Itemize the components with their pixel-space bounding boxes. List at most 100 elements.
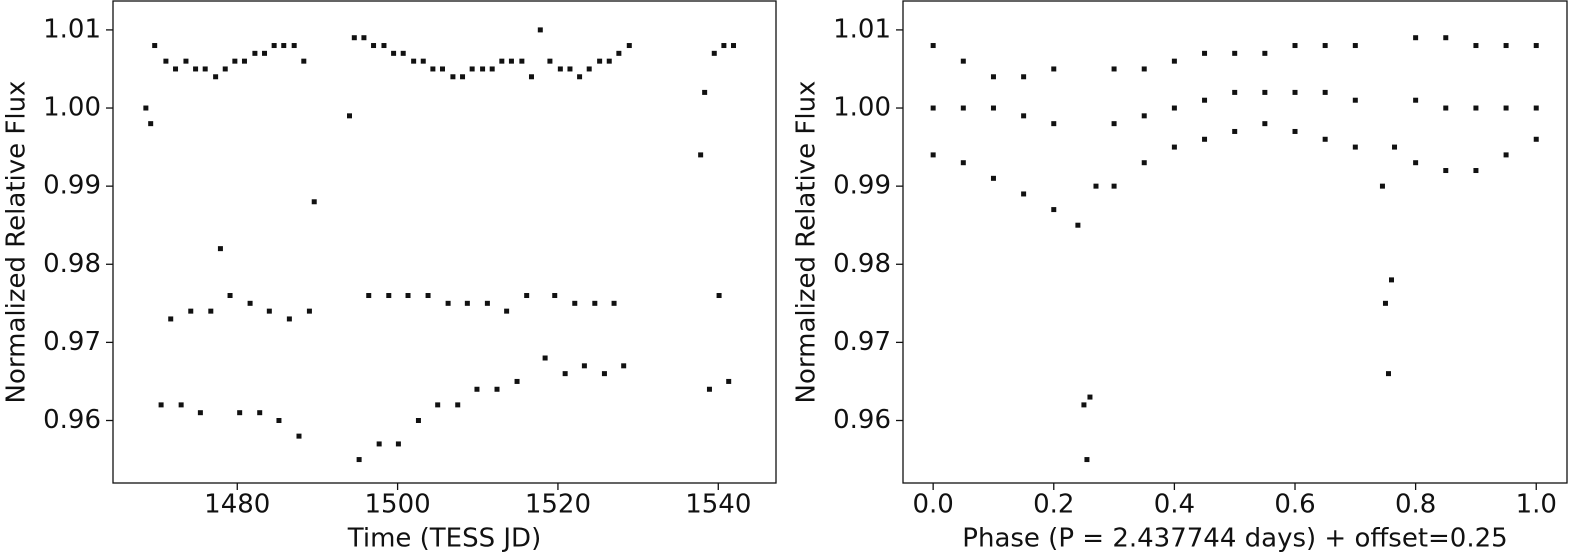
- data-point: [202, 66, 208, 72]
- data-point: [1503, 43, 1509, 49]
- data-point: [163, 58, 169, 64]
- data-point: [208, 308, 214, 314]
- data-point: [1262, 89, 1268, 95]
- data-point: [930, 105, 936, 111]
- data-point: [400, 50, 406, 56]
- data-point: [232, 58, 238, 64]
- data-point: [494, 386, 500, 392]
- data-point: [276, 418, 282, 424]
- data-point: [445, 300, 451, 306]
- data-point: [606, 58, 612, 64]
- y-tick-label: 0.97: [833, 327, 891, 357]
- x-tick-label: 0.0: [912, 490, 953, 520]
- data-point: [1352, 43, 1358, 49]
- data-point: [381, 43, 387, 49]
- data-point: [168, 316, 174, 322]
- data-point: [173, 66, 179, 72]
- data-point: [257, 410, 263, 416]
- data-point: [990, 175, 996, 181]
- x-tick-label: 1520: [525, 490, 591, 520]
- data-point: [1202, 136, 1208, 142]
- y-tick-label: 0.96: [43, 405, 101, 435]
- data-point: [213, 74, 219, 80]
- data-point: [597, 58, 603, 64]
- data-point: [450, 74, 456, 80]
- x-axis-label: Phase (P = 2.437744 days) + offset=0.25: [962, 524, 1507, 554]
- y-tick-label: 1.00: [833, 93, 891, 123]
- data-point: [562, 371, 568, 377]
- data-point: [178, 402, 184, 408]
- data-point: [616, 50, 622, 56]
- x-tick-label: 0.2: [1033, 490, 1074, 520]
- data-point: [1413, 97, 1419, 103]
- data-point: [1171, 144, 1177, 150]
- data-point: [1533, 43, 1539, 49]
- data-point: [420, 58, 426, 64]
- plot-frame: [902, 0, 1568, 484]
- plot-frame: [112, 0, 777, 484]
- y-axis-label: Normalized Relative Flux: [2, 81, 32, 404]
- data-point: [301, 58, 307, 64]
- data-point: [361, 35, 367, 41]
- data-point: [1021, 113, 1027, 119]
- data-point: [460, 74, 466, 80]
- data-point: [1413, 160, 1419, 166]
- data-point: [286, 316, 292, 322]
- data-point: [217, 246, 223, 252]
- data-point: [193, 66, 199, 72]
- data-point: [567, 66, 573, 72]
- data-point: [1084, 457, 1090, 463]
- data-point: [158, 402, 164, 408]
- data-point: [960, 160, 966, 166]
- data-point: [247, 300, 253, 306]
- data-point: [227, 293, 233, 299]
- data-point: [266, 308, 272, 314]
- data-point: [990, 105, 996, 111]
- data-point: [1141, 160, 1147, 166]
- data-point: [601, 371, 607, 377]
- data-point: [1322, 43, 1328, 49]
- data-point: [557, 66, 563, 72]
- data-point: [262, 50, 268, 56]
- data-point: [474, 386, 480, 392]
- data-point: [281, 43, 287, 49]
- data-point: [252, 50, 258, 56]
- data-point: [197, 410, 203, 416]
- data-point: [537, 27, 543, 33]
- data-point: [271, 43, 277, 49]
- data-point: [1413, 35, 1419, 41]
- data-point: [1322, 89, 1328, 95]
- data-point: [222, 66, 228, 72]
- data-point: [1503, 105, 1509, 111]
- data-point: [1171, 105, 1177, 111]
- data-point: [1232, 89, 1238, 95]
- data-point: [183, 58, 189, 64]
- x-axis-label: Time (TESS JD): [347, 524, 541, 554]
- y-tick-label: 1.01: [43, 14, 101, 44]
- data-point: [1443, 35, 1449, 41]
- data-point: [514, 378, 520, 384]
- data-point: [152, 43, 158, 49]
- y-tick-label: 0.98: [43, 249, 101, 279]
- data-point: [960, 58, 966, 64]
- x-tick-label: 0.8: [1395, 490, 1436, 520]
- data-point: [572, 300, 578, 306]
- data-point: [1051, 207, 1057, 213]
- data-point: [415, 418, 421, 424]
- data-point: [1443, 105, 1449, 111]
- data-point: [504, 308, 510, 314]
- data-point: [489, 66, 495, 72]
- data-point: [547, 58, 553, 64]
- data-point: [930, 152, 936, 158]
- data-point: [1379, 183, 1385, 189]
- data-point: [499, 58, 505, 64]
- x-tick-label: 0.4: [1154, 490, 1195, 520]
- data-point: [1202, 97, 1208, 103]
- data-point: [1111, 121, 1117, 127]
- data-point: [1262, 121, 1268, 127]
- data-point: [346, 113, 352, 119]
- data-point: [1202, 50, 1208, 56]
- data-point: [430, 66, 436, 72]
- data-point: [405, 293, 411, 299]
